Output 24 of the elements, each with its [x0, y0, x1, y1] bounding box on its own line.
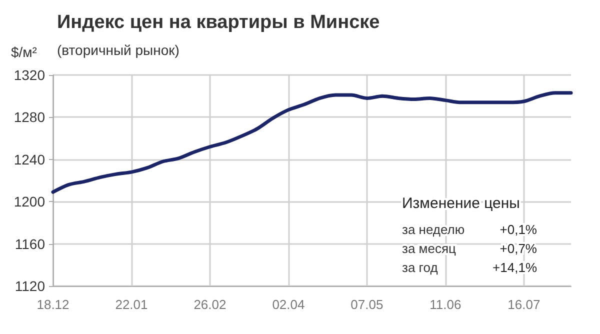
y-axis-title: $/м² [11, 44, 38, 60]
y-tick-label: 1120 [14, 278, 46, 294]
x-tick-label: 18.12 [36, 297, 70, 312]
y-tick-label: 1320 [14, 67, 46, 83]
x-tick-label: 02.04 [272, 297, 305, 312]
annotation: за неделю [402, 222, 465, 237]
annotation: +0,7% [500, 241, 538, 256]
chart-subtitle: (вторичный рынок) [57, 42, 180, 58]
annotation: за месяц [402, 241, 457, 256]
x-tick-label: 16.07 [508, 297, 540, 312]
y-tick-label: 1200 [14, 194, 46, 210]
x-tick-label: 07.05 [350, 297, 384, 312]
annotation: +0,1% [500, 222, 538, 237]
x-tick-label: 26.02 [194, 297, 226, 312]
line-series [51, 91, 573, 194]
chart-title: Индекс цен на квартиры в Минске [57, 12, 380, 33]
annotation: +14,1% [492, 260, 538, 275]
y-tick-label: 1240 [14, 151, 46, 168]
x-tick-label: 11.06 [430, 297, 462, 312]
annotation: Изменение цены [402, 195, 520, 212]
x-tick-label: 22.01 [115, 297, 148, 312]
annotation: за год [402, 260, 438, 275]
y-tick-label: 1160 [14, 236, 46, 252]
y-tick-label: 1280 [14, 109, 46, 126]
